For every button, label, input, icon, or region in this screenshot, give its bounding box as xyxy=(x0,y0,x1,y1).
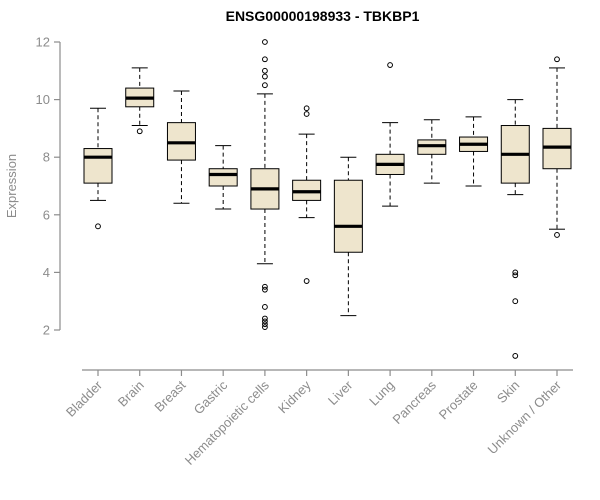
outlier-point xyxy=(303,111,310,117)
iqr-box xyxy=(208,168,238,187)
box-liver xyxy=(333,156,363,317)
x-tick-label: Bladder xyxy=(63,377,106,420)
y-tick-label: 6 xyxy=(43,207,50,222)
box-pancreas xyxy=(417,119,447,184)
outlier-point xyxy=(262,304,268,310)
iqr-box xyxy=(333,179,363,253)
outlier-point xyxy=(262,315,268,322)
y-tick-label: 4 xyxy=(43,265,50,280)
outlier-point xyxy=(512,353,519,359)
box-bladder xyxy=(83,107,113,230)
outlier-point xyxy=(554,56,560,63)
outlier-point xyxy=(387,62,393,68)
box-lung xyxy=(375,62,405,207)
outlier-point xyxy=(262,318,268,325)
x-tick-label: Skin xyxy=(494,378,522,406)
box-unknown-other xyxy=(542,56,572,238)
y-tick-label: 12 xyxy=(36,35,50,50)
outlier-point xyxy=(262,73,268,80)
outlier-point xyxy=(512,269,519,276)
outlier-point xyxy=(136,128,143,135)
x-tick-label: Brain xyxy=(115,378,147,410)
x-tick-label: Gastric xyxy=(191,377,231,417)
outlier-point xyxy=(262,82,268,89)
y-tick-label: 10 xyxy=(36,92,50,107)
outlier-point xyxy=(262,39,268,45)
iqr-box xyxy=(83,148,113,184)
outlier-point xyxy=(303,278,310,284)
outlier-point xyxy=(512,272,519,279)
outlier-point xyxy=(262,67,268,74)
x-tick-label: Lung xyxy=(366,378,397,409)
x-tick-label: Breast xyxy=(151,377,188,414)
box-kidney xyxy=(292,105,322,284)
box-skin xyxy=(500,99,530,359)
y-tick-label: 2 xyxy=(43,323,50,338)
box-brain xyxy=(125,67,155,135)
box-breast xyxy=(166,90,196,204)
box-prostate xyxy=(459,116,489,187)
outlier-point xyxy=(262,283,268,290)
outlier-point xyxy=(262,286,268,293)
box-gastric xyxy=(208,145,238,210)
y-tick-label: 8 xyxy=(43,150,50,165)
box-hematopoietic-cells xyxy=(250,39,280,331)
outlier-point xyxy=(303,105,310,112)
x-tick-label: Pancreas xyxy=(389,377,439,427)
x-tick-label: Prostate xyxy=(436,378,481,423)
outlier-point xyxy=(554,232,560,238)
x-tick-label: Kidney xyxy=(275,377,314,416)
chart-title: ENSG00000198933 - TBKBP1 xyxy=(225,8,420,24)
y-axis: 2 4 6 8 10 12 xyxy=(36,35,61,338)
outlier-point xyxy=(262,321,268,328)
outlier-point xyxy=(262,56,268,63)
x-tick-label: Liver xyxy=(325,377,356,408)
x-tick-label: Unknown / Other xyxy=(485,377,565,457)
outlier-point xyxy=(512,298,519,305)
outlier-point xyxy=(262,324,268,331)
outlier-point xyxy=(95,223,101,230)
